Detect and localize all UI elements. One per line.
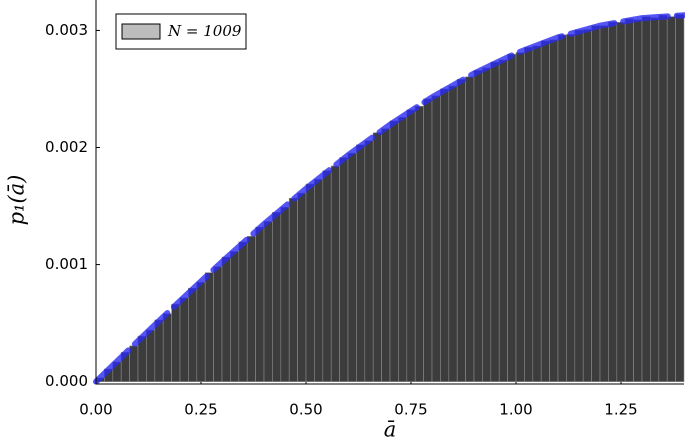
x-tick-label: 0.25 bbox=[184, 401, 217, 419]
bar bbox=[608, 21, 618, 382]
bar bbox=[549, 39, 559, 382]
bar bbox=[540, 40, 550, 382]
bar bbox=[381, 128, 391, 382]
bar bbox=[423, 98, 433, 382]
bar bbox=[330, 165, 340, 382]
bar bbox=[280, 206, 290, 382]
x-tick-label: 0.75 bbox=[394, 401, 427, 419]
bar bbox=[314, 179, 324, 382]
bar bbox=[456, 79, 466, 382]
bar bbox=[263, 221, 273, 382]
bar bbox=[582, 29, 592, 382]
bar bbox=[591, 25, 601, 382]
bar bbox=[255, 226, 265, 382]
bar bbox=[356, 144, 366, 382]
bar bbox=[675, 14, 685, 382]
x-tick-label: 0.50 bbox=[289, 401, 322, 419]
bar bbox=[490, 61, 500, 382]
bar bbox=[238, 241, 248, 382]
bar bbox=[196, 281, 206, 382]
bar bbox=[574, 29, 584, 382]
y-tick-label: 0.000 bbox=[45, 372, 88, 390]
bar bbox=[482, 67, 492, 382]
bar bbox=[213, 266, 223, 382]
bar bbox=[414, 106, 424, 382]
y-tick-label: 0.002 bbox=[45, 138, 88, 156]
bar bbox=[641, 16, 651, 382]
bar bbox=[658, 14, 668, 382]
bar bbox=[364, 140, 374, 382]
legend: N = 1009 bbox=[115, 13, 247, 50]
bar bbox=[498, 59, 508, 382]
bar bbox=[305, 183, 315, 382]
x-tick-label: 0.00 bbox=[79, 401, 112, 419]
bar bbox=[347, 152, 357, 382]
bar bbox=[524, 47, 534, 382]
bar bbox=[473, 70, 483, 382]
bar bbox=[146, 329, 156, 382]
bar bbox=[204, 272, 214, 382]
legend-swatch bbox=[121, 23, 161, 40]
fit-curve bbox=[93, 12, 685, 385]
bar bbox=[288, 197, 298, 382]
bar bbox=[624, 18, 634, 382]
bar bbox=[616, 22, 626, 382]
bar bbox=[154, 319, 164, 382]
x-tick-label: 1.00 bbox=[499, 401, 532, 419]
bar bbox=[507, 54, 517, 382]
bar bbox=[398, 117, 408, 382]
x-tick-label: 1.25 bbox=[604, 401, 637, 419]
bar bbox=[515, 52, 525, 382]
bar bbox=[633, 19, 643, 382]
bar bbox=[406, 109, 416, 382]
bar bbox=[557, 34, 567, 382]
y-axis-label: p₁(ā) bbox=[5, 175, 29, 226]
y-tick-label: 0.001 bbox=[45, 255, 88, 273]
y-tick-label: 0.003 bbox=[45, 21, 88, 39]
bar bbox=[179, 297, 189, 382]
bar bbox=[297, 192, 307, 382]
bar bbox=[339, 157, 349, 382]
bar bbox=[272, 212, 282, 382]
bar bbox=[448, 85, 458, 382]
bar bbox=[650, 17, 660, 382]
bar bbox=[162, 313, 172, 382]
bar bbox=[322, 170, 332, 382]
bar bbox=[566, 34, 576, 382]
bar bbox=[599, 25, 609, 382]
bar bbox=[532, 45, 542, 382]
bar bbox=[171, 303, 181, 382]
bar bbox=[389, 120, 399, 382]
bar bbox=[230, 251, 240, 382]
legend-label: N = 1009 bbox=[167, 22, 242, 40]
bar bbox=[440, 88, 450, 382]
bar bbox=[221, 256, 231, 382]
bar bbox=[465, 76, 475, 382]
bar bbox=[372, 132, 382, 382]
bar bbox=[188, 287, 198, 382]
bar bbox=[246, 236, 256, 382]
x-axis-label: ā bbox=[384, 418, 397, 442]
bar bbox=[666, 16, 676, 382]
bar bbox=[431, 95, 441, 382]
